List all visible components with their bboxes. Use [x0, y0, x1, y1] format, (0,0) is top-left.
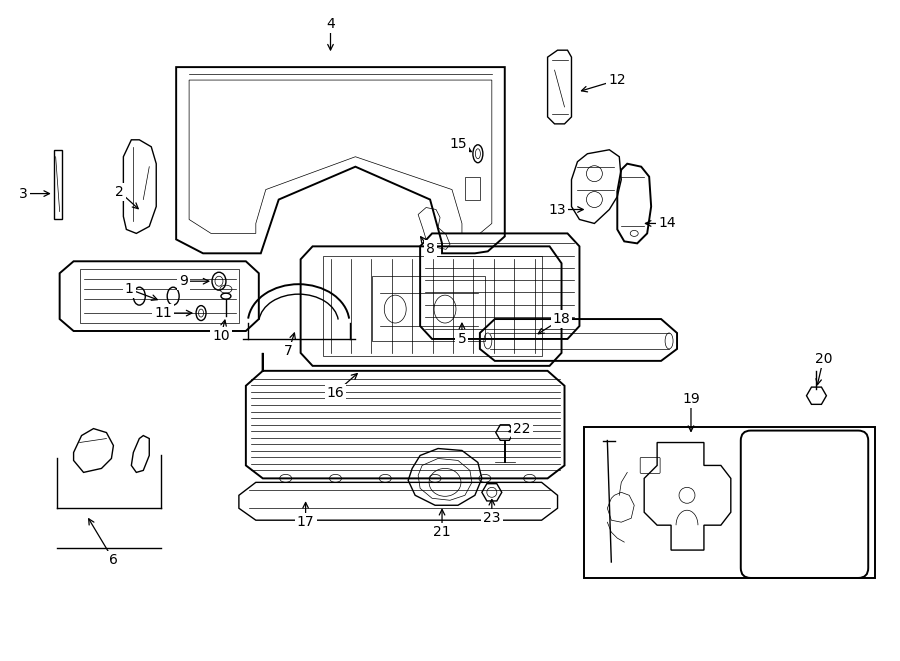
Text: 9: 9	[179, 274, 187, 288]
Text: 1: 1	[125, 282, 134, 296]
Text: 6: 6	[109, 553, 118, 567]
Text: 15: 15	[449, 137, 467, 151]
Text: 4: 4	[326, 17, 335, 31]
Text: 10: 10	[212, 329, 230, 343]
Text: 7: 7	[284, 344, 293, 358]
Text: 14: 14	[658, 216, 676, 231]
Text: 3: 3	[20, 186, 28, 200]
Text: 13: 13	[549, 202, 566, 217]
Text: 2: 2	[115, 184, 124, 198]
Text: 16: 16	[327, 386, 345, 400]
Text: 22: 22	[513, 422, 530, 436]
Text: 8: 8	[426, 243, 435, 256]
Text: 17: 17	[297, 515, 314, 529]
Text: 19: 19	[682, 392, 700, 406]
Ellipse shape	[221, 293, 231, 299]
Text: 5: 5	[457, 332, 466, 346]
Text: 18: 18	[553, 312, 571, 326]
Text: 12: 12	[608, 73, 626, 87]
Text: 21: 21	[433, 525, 451, 539]
Text: 11: 11	[154, 306, 172, 320]
Text: 23: 23	[483, 511, 500, 525]
Text: 20: 20	[814, 352, 832, 366]
